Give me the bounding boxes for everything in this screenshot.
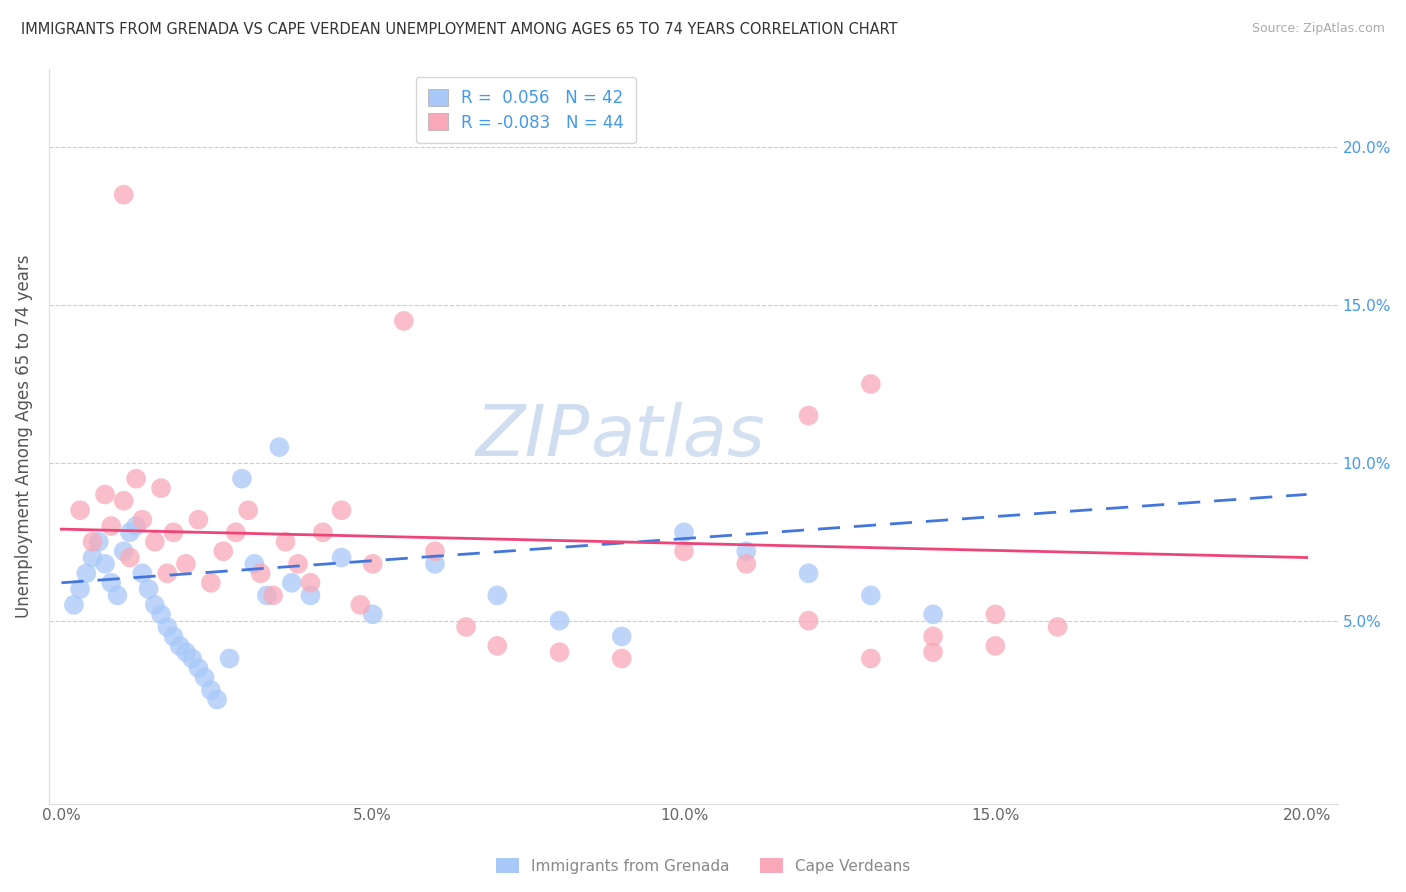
Point (200, 683, 222, 698)
Point (169, 639, 191, 653)
Point (138, 582, 160, 596)
Point (187, 513, 209, 527)
Point (486, 639, 509, 653)
Point (112, 544, 135, 558)
Point (287, 557, 309, 571)
Point (82, 534, 104, 549)
Point (174, 645, 197, 659)
Legend: Immigrants from Grenada, Cape Verdeans: Immigrants from Grenada, Cape Verdeans (489, 852, 917, 880)
Point (673, 525, 696, 540)
Text: ZIP: ZIP (475, 401, 591, 471)
Point (330, 503, 353, 517)
Point (548, 614, 571, 628)
Point (143, 534, 166, 549)
Point (456, 620, 478, 634)
Point (131, 566, 153, 581)
Point (69, 582, 91, 596)
Point (274, 534, 297, 549)
Point (187, 661, 209, 675)
Point (281, 575, 304, 590)
Point (256, 588, 278, 602)
Point (249, 566, 271, 581)
Point (125, 519, 148, 533)
Text: IMMIGRANTS FROM GRENADA VS CAPE VERDEAN UNEMPLOYMENT AMONG AGES 65 TO 74 YEARS C: IMMIGRANTS FROM GRENADA VS CAPE VERDEAN … (21, 22, 897, 37)
Point (859, 651, 882, 665)
Point (118, 550, 141, 565)
Point (299, 588, 322, 602)
Point (610, 629, 633, 643)
Point (349, 598, 371, 612)
Point (269, 440, 291, 454)
Point (150, 481, 173, 495)
Point (262, 588, 284, 602)
Point (984, 607, 1007, 622)
Point (238, 503, 260, 517)
Point (181, 651, 204, 665)
Point (75, 566, 97, 581)
Point (162, 629, 184, 643)
Point (63, 598, 86, 612)
Point (100, 519, 122, 533)
Point (361, 557, 384, 571)
Point (735, 544, 758, 558)
Point (131, 513, 153, 527)
Point (610, 651, 633, 665)
Point (107, 588, 129, 602)
Point (243, 557, 266, 571)
Point (87, 534, 110, 549)
Point (162, 525, 184, 540)
Point (548, 645, 571, 659)
Point (200, 575, 222, 590)
Point (112, 187, 135, 202)
Point (486, 588, 509, 602)
Point (392, 314, 415, 328)
Point (225, 525, 247, 540)
Point (299, 575, 322, 590)
Point (94, 557, 117, 571)
Point (112, 493, 135, 508)
Point (984, 639, 1007, 653)
Point (94, 487, 117, 501)
Point (312, 525, 335, 540)
Point (922, 629, 945, 643)
Point (797, 614, 820, 628)
Point (100, 575, 122, 590)
Point (82, 550, 104, 565)
Point (143, 598, 166, 612)
Point (212, 544, 235, 558)
Point (1046, 620, 1069, 634)
Point (330, 550, 353, 565)
Point (859, 588, 882, 602)
Point (797, 566, 820, 581)
Point (859, 377, 882, 392)
Point (361, 607, 384, 622)
Point (423, 557, 446, 571)
Point (231, 472, 253, 486)
Point (156, 620, 179, 634)
Point (150, 607, 173, 622)
Legend: R =  0.056   N = 42, R = -0.083   N = 44: R = 0.056 N = 42, R = -0.083 N = 44 (416, 77, 636, 144)
Point (922, 645, 945, 659)
Point (423, 544, 446, 558)
Point (174, 557, 197, 571)
Text: atlas: atlas (591, 401, 765, 471)
Point (118, 525, 141, 540)
Point (69, 503, 91, 517)
Text: Source: ZipAtlas.com: Source: ZipAtlas.com (1251, 22, 1385, 36)
Point (125, 472, 148, 486)
Point (205, 692, 228, 706)
Y-axis label: Unemployment Among Ages 65 to 74 years: Unemployment Among Ages 65 to 74 years (15, 254, 32, 618)
Point (194, 670, 217, 684)
Point (156, 566, 179, 581)
Point (673, 544, 696, 558)
Point (735, 557, 758, 571)
Point (922, 607, 945, 622)
Point (797, 409, 820, 423)
Point (218, 651, 240, 665)
